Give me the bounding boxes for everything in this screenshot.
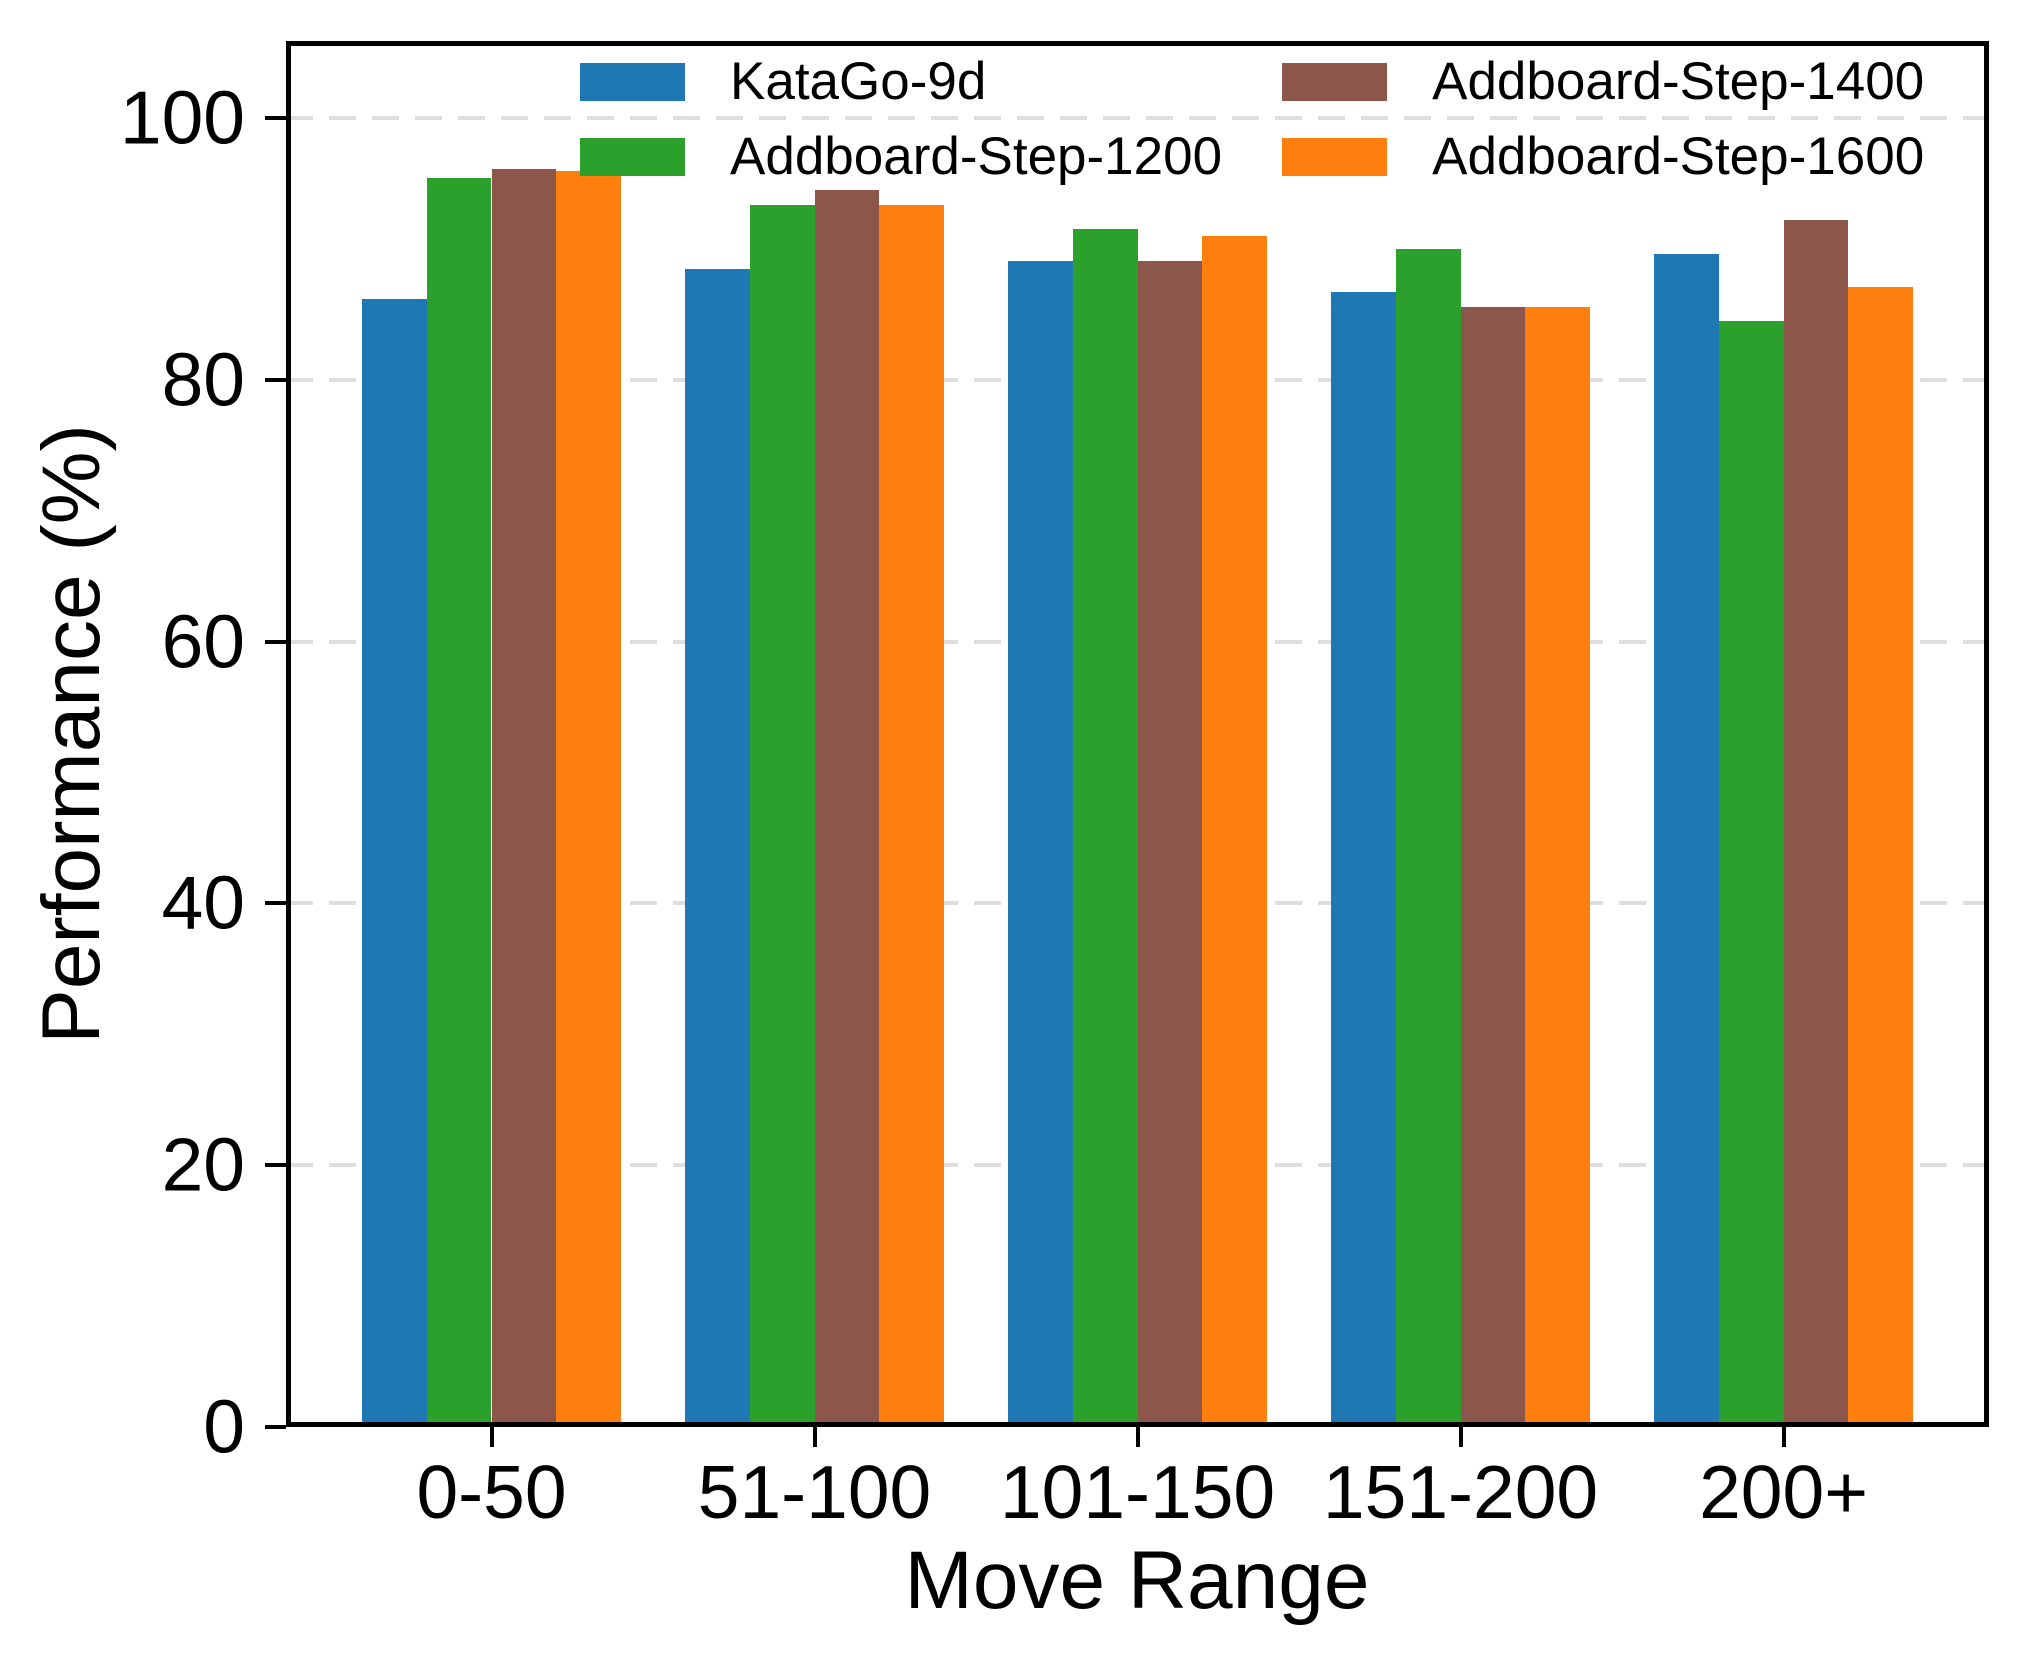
bar-Addboard-Step-1200-151-200 [1395, 249, 1461, 1427]
bar-Addboard-Step-1600-200+ [1848, 287, 1913, 1427]
gridline-40 [286, 901, 1989, 906]
y-tick-mark-100 [265, 116, 286, 121]
legend-item-Addboard-Step-1200: Addboard-Step-1200 [580, 130, 1222, 183]
bar-Addboard-Step-1600-51-100 [879, 204, 944, 1427]
y-tick-label-20: 20 [161, 1122, 245, 1207]
x-tick-label-101-150: 101-150 [999, 1450, 1276, 1534]
bar-Addboard-Step-1200-200+ [1718, 321, 1784, 1427]
legend-swatch-Addboard-Step-1400 [1282, 62, 1388, 101]
y-tick-mark-20 [265, 1163, 286, 1168]
bar-Addboard-Step-1400-200+ [1783, 220, 1849, 1427]
y-tick-mark-60 [265, 639, 286, 644]
legend-label-Addboard-Step-1200: Addboard-Step-1200 [730, 127, 1223, 186]
x-tick-label-0-50: 0-50 [416, 1450, 567, 1534]
y-axis-line [286, 41, 291, 1427]
gridline-60 [286, 639, 1989, 644]
top-spine [286, 41, 1989, 46]
bar-KataGo-9d-51-100 [685, 268, 750, 1427]
legend: KataGo-9d Addboard-Step-1200 Addboard-Step… [580, 55, 1924, 183]
y-tick-label-80: 80 [161, 337, 245, 422]
bar-Addboard-Step-1200-0-50 [426, 178, 492, 1427]
y-tick-label-60: 60 [161, 599, 245, 684]
bar-Addboard-Step-1600-101-150 [1202, 236, 1267, 1427]
y-axis-title: Performance (%) [26, 424, 117, 1044]
legend-item-Addboard-Step-1400: Addboard-Step-1400 [1282, 55, 1924, 108]
gridline-100 [286, 116, 1989, 121]
bar-Addboard-Step-1400-51-100 [814, 190, 880, 1427]
legend-label-KataGo-9d: KataGo-9d [730, 52, 987, 111]
x-axis-line [286, 1422, 1989, 1427]
x-tick-mark-51-100 [812, 1427, 817, 1447]
x-tick-mark-101-150 [1135, 1427, 1140, 1447]
bar-Addboard-Step-1600-151-200 [1525, 306, 1590, 1427]
bar-Addboard-Step-1400-151-200 [1460, 306, 1526, 1427]
x-tick-mark-151-200 [1458, 1427, 1463, 1447]
right-spine [1984, 41, 1989, 1427]
y-tick-mark-0 [265, 1425, 286, 1429]
legend-item-KataGo-9d: KataGo-9d [580, 55, 1222, 108]
x-tick-mark-200+ [1781, 1427, 1786, 1447]
bar-KataGo-9d-151-200 [1331, 292, 1396, 1427]
bar-Addboard-Step-1400-101-150 [1137, 260, 1203, 1427]
x-tick-label-200+: 200+ [1699, 1450, 1868, 1534]
x-tick-mark-0-50 [489, 1427, 494, 1447]
y-tick-label-0: 0 [203, 1384, 245, 1469]
plot-area: KataGo-9d Addboard-Step-1200 Addboard-Step… [286, 41, 1989, 1427]
gridline-20 [286, 1163, 1989, 1168]
x-axis-title: Move Range [904, 1535, 1370, 1626]
x-tick-label-151-200: 151-200 [1322, 1450, 1599, 1534]
legend-swatch-KataGo-9d [580, 62, 685, 101]
bar-KataGo-9d-101-150 [1008, 260, 1073, 1427]
y-tick-mark-80 [265, 377, 286, 382]
bar-Addboard-Step-1200-101-150 [1072, 229, 1138, 1427]
y-tick-label-40: 40 [161, 860, 245, 945]
legend-label-Addboard-Step-1600: Addboard-Step-1600 [1432, 127, 1925, 186]
legend-swatch-Addboard-Step-1200 [580, 137, 685, 176]
bar-Addboard-Step-1400-0-50 [491, 169, 557, 1427]
bar-Addboard-Step-1600-0-50 [556, 170, 621, 1427]
bar-Addboard-Step-1200-51-100 [749, 204, 815, 1427]
y-tick-label-100: 100 [119, 75, 245, 160]
gridline-80 [286, 377, 1989, 382]
legend-swatch-Addboard-Step-1600 [1282, 137, 1388, 176]
y-tick-mark-40 [265, 901, 286, 906]
bar-KataGo-9d-0-50 [362, 298, 427, 1427]
bar-KataGo-9d-200+ [1654, 254, 1719, 1427]
x-tick-label-51-100: 51-100 [697, 1450, 932, 1534]
legend-label-Addboard-Step-1400: Addboard-Step-1400 [1432, 52, 1925, 111]
legend-item-Addboard-Step-1600: Addboard-Step-1600 [1282, 130, 1924, 183]
